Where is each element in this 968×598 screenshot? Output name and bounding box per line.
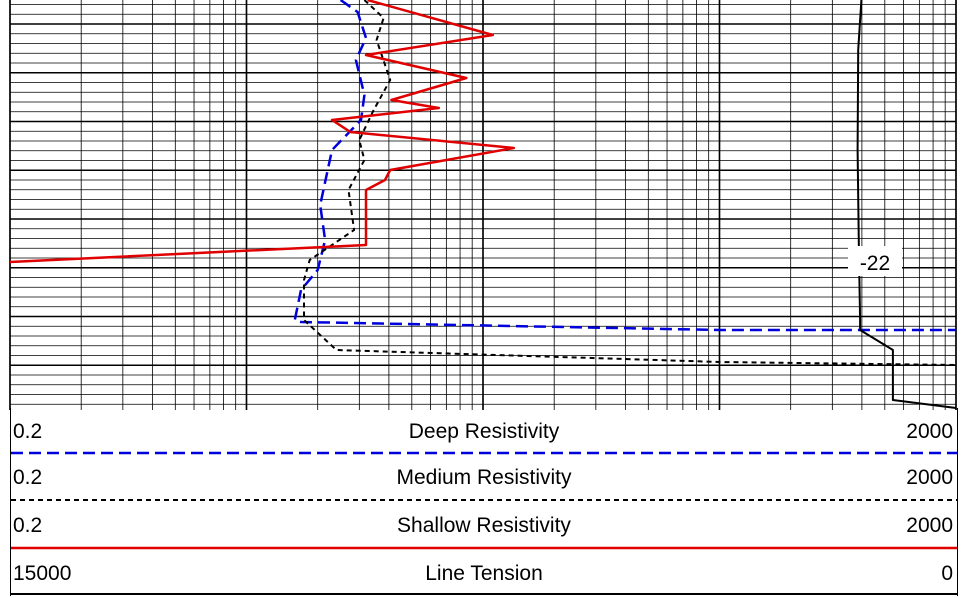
track-row-deep: 0.2 Deep Resistivity 2000 [11,408,957,452]
track-min: 0.2 [13,514,43,537]
track-name: Deep Resistivity [408,420,560,443]
track-name: Medium Resistivity [396,466,572,489]
track-header: 0.2 Deep Resistivity 2000 0.2 Medium Res… [10,408,958,596]
deep-resistivity-curve [293,0,956,332]
depth-marker: -22 [848,246,902,276]
track-name: Line Tension [425,562,543,585]
shallow-resistivity-curve [9,0,516,264]
line-tension-curve [856,0,957,409]
track-max: 2000 [906,420,953,443]
grid-major [9,0,957,410]
track-max: 0 [941,562,953,585]
legend-line-medium [11,499,957,501]
legend-line-shallow [11,546,957,550]
depth-marker-label: -22 [860,252,890,275]
track-min: 15000 [13,562,72,585]
log-curves [9,0,957,409]
track-name: Shallow Resistivity [397,514,571,537]
track-min: 0.2 [13,420,43,443]
track-row-tension: 15000 Line Tension 0 [11,550,957,594]
track-min: 0.2 [13,466,43,489]
legend-line-tension [11,593,957,595]
legend-line-deep [11,451,957,455]
track-max: 2000 [906,466,953,489]
track-max: 2000 [906,514,953,537]
track-row-medium: 0.2 Medium Resistivity 2000 [11,454,957,498]
depth-marker-box [848,246,902,276]
track-row-shallow: 0.2 Shallow Resistivity 2000 [11,502,957,546]
